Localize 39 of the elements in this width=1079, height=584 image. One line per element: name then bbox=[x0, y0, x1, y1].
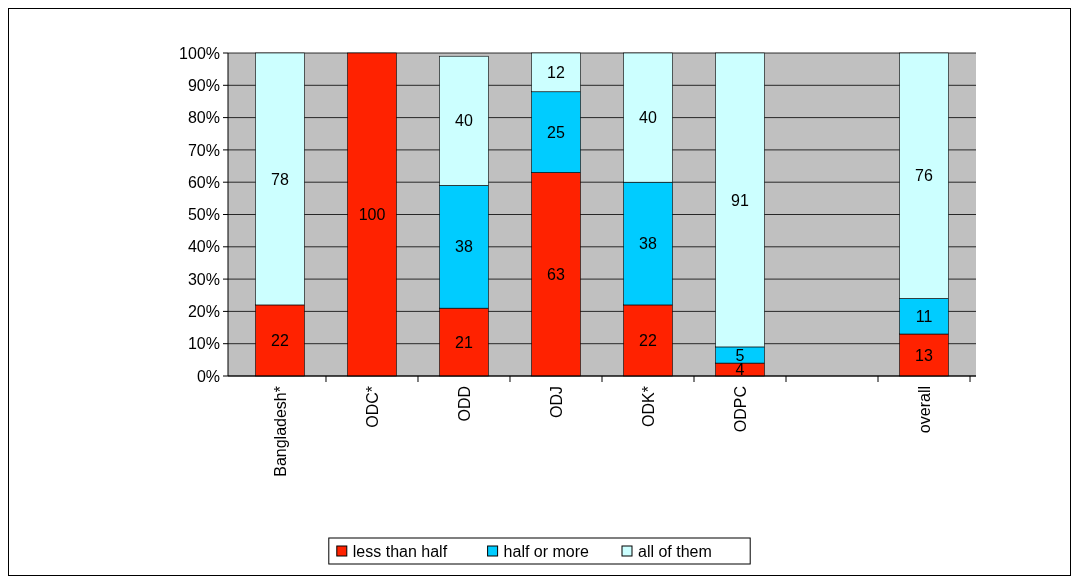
data-label: 38 bbox=[639, 235, 657, 253]
data-label: 13 bbox=[915, 346, 934, 364]
data-label: 76 bbox=[915, 167, 934, 185]
legend-label: all of them bbox=[638, 542, 712, 560]
data-label: 100 bbox=[358, 206, 386, 224]
x-tick-label: Bangladesh* bbox=[271, 386, 289, 477]
y-tick-label: 50% bbox=[187, 206, 220, 224]
data-label: 12 bbox=[547, 63, 565, 81]
y-tick-label: 20% bbox=[187, 303, 220, 320]
y-tick-label: 0% bbox=[196, 367, 220, 385]
data-label: 91 bbox=[731, 191, 750, 209]
data-label: 22 bbox=[639, 332, 657, 350]
data-label: 4 bbox=[735, 361, 745, 379]
data-label: 11 bbox=[915, 307, 933, 325]
x-tick-label: ODK* bbox=[639, 386, 657, 427]
y-tick-label: 40% bbox=[187, 238, 220, 256]
y-tick-label: 70% bbox=[187, 141, 220, 159]
x-tick-label: ODD bbox=[455, 386, 473, 422]
data-label: 78 bbox=[271, 170, 289, 188]
y-tick-label: 90% bbox=[187, 76, 220, 94]
y-tick-label: 60% bbox=[187, 173, 220, 191]
legend-label: less than half bbox=[352, 542, 448, 560]
x-tick-label: ODC* bbox=[363, 386, 381, 428]
data-label: 22 bbox=[271, 332, 289, 350]
data-label: 25 bbox=[547, 123, 565, 141]
x-tick-label: ODJ bbox=[547, 386, 565, 418]
y-tick-label: 30% bbox=[187, 270, 220, 288]
data-label: 63 bbox=[547, 265, 565, 283]
y-tick-label: 80% bbox=[187, 109, 220, 127]
data-label: 40 bbox=[455, 112, 473, 130]
x-tick-label: ODPC bbox=[731, 386, 749, 433]
y-tick-label: 100% bbox=[179, 44, 220, 62]
data-label: 21 bbox=[455, 333, 473, 351]
data-label: 38 bbox=[455, 238, 473, 256]
data-label: 40 bbox=[639, 109, 657, 127]
legend-label: half or more bbox=[503, 542, 590, 560]
y-tick-label: 10% bbox=[187, 335, 220, 353]
x-tick-label: overall bbox=[915, 386, 933, 434]
data-label: 5 bbox=[735, 346, 745, 364]
